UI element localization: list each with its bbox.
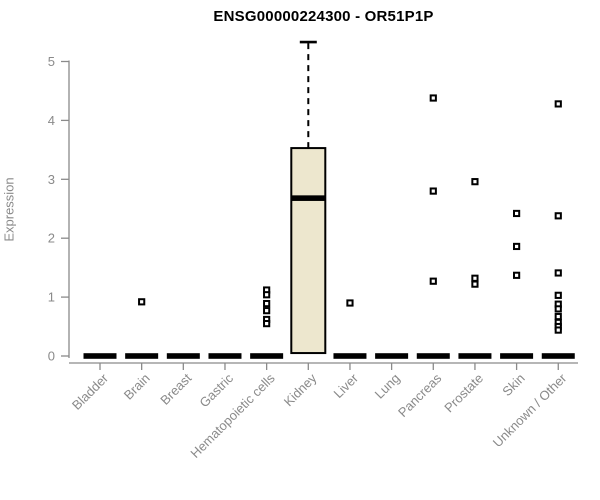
outlier-point <box>471 274 479 282</box>
zero-box <box>333 353 367 359</box>
outlier-point <box>263 320 271 328</box>
zero-box <box>83 353 117 359</box>
zero-box <box>375 353 409 359</box>
outlier-point <box>513 271 521 279</box>
outlier-point <box>554 100 562 108</box>
outlier-point <box>263 307 271 315</box>
outlier-point <box>471 280 479 288</box>
x-tick-label: Prostate <box>441 371 486 416</box>
x-tick-label: Gastric <box>196 370 236 410</box>
outlier-point <box>429 94 437 102</box>
zero-box <box>500 353 534 359</box>
outlier-point <box>513 242 521 251</box>
outlier-point <box>554 212 562 220</box>
outlier-point <box>263 291 271 299</box>
x-tick-label: Lung <box>372 371 403 402</box>
outlier-point <box>429 187 437 195</box>
x-tick-label: Unknown / Other <box>490 370 570 450</box>
outlier-point <box>138 298 146 306</box>
zero-box <box>541 353 575 359</box>
x-tick-label: Bladder <box>69 370 112 413</box>
chart-title: ENSG00000224300 - OR51P1P <box>213 8 434 25</box>
zero-box <box>416 353 450 359</box>
x-tick-label: Brain <box>121 371 153 403</box>
y-tick-label: 5 <box>48 54 55 69</box>
outlier-point <box>471 178 479 186</box>
zero-box <box>166 353 200 359</box>
x-tick-label: Skin <box>499 371 527 399</box>
zero-box <box>458 353 492 359</box>
x-tick-label: Liver <box>331 370 362 401</box>
outlier-point <box>554 291 562 299</box>
x-tick-label: Breast <box>157 370 194 407</box>
zero-box <box>208 353 242 359</box>
y-tick-label: 3 <box>48 172 55 187</box>
outlier-point <box>554 269 562 277</box>
x-tick-label: Kidney <box>281 370 320 409</box>
outlier-point <box>513 209 521 218</box>
outlier-point <box>554 305 562 313</box>
y-tick-label: 2 <box>48 231 55 246</box>
box <box>290 147 327 355</box>
outlier-point <box>554 326 562 334</box>
zero-box <box>125 353 159 359</box>
y-tick-label: 1 <box>48 290 55 305</box>
outlier-point <box>554 312 562 321</box>
outlier-point <box>263 299 271 308</box>
x-tick-label: Pancreas <box>395 370 445 420</box>
y-tick-label: 0 <box>48 349 55 364</box>
y-tick-label: 4 <box>48 113 55 128</box>
outlier-point <box>429 277 437 285</box>
outlier-point <box>346 299 354 307</box>
median-line <box>291 195 326 201</box>
zero-box <box>250 353 284 359</box>
